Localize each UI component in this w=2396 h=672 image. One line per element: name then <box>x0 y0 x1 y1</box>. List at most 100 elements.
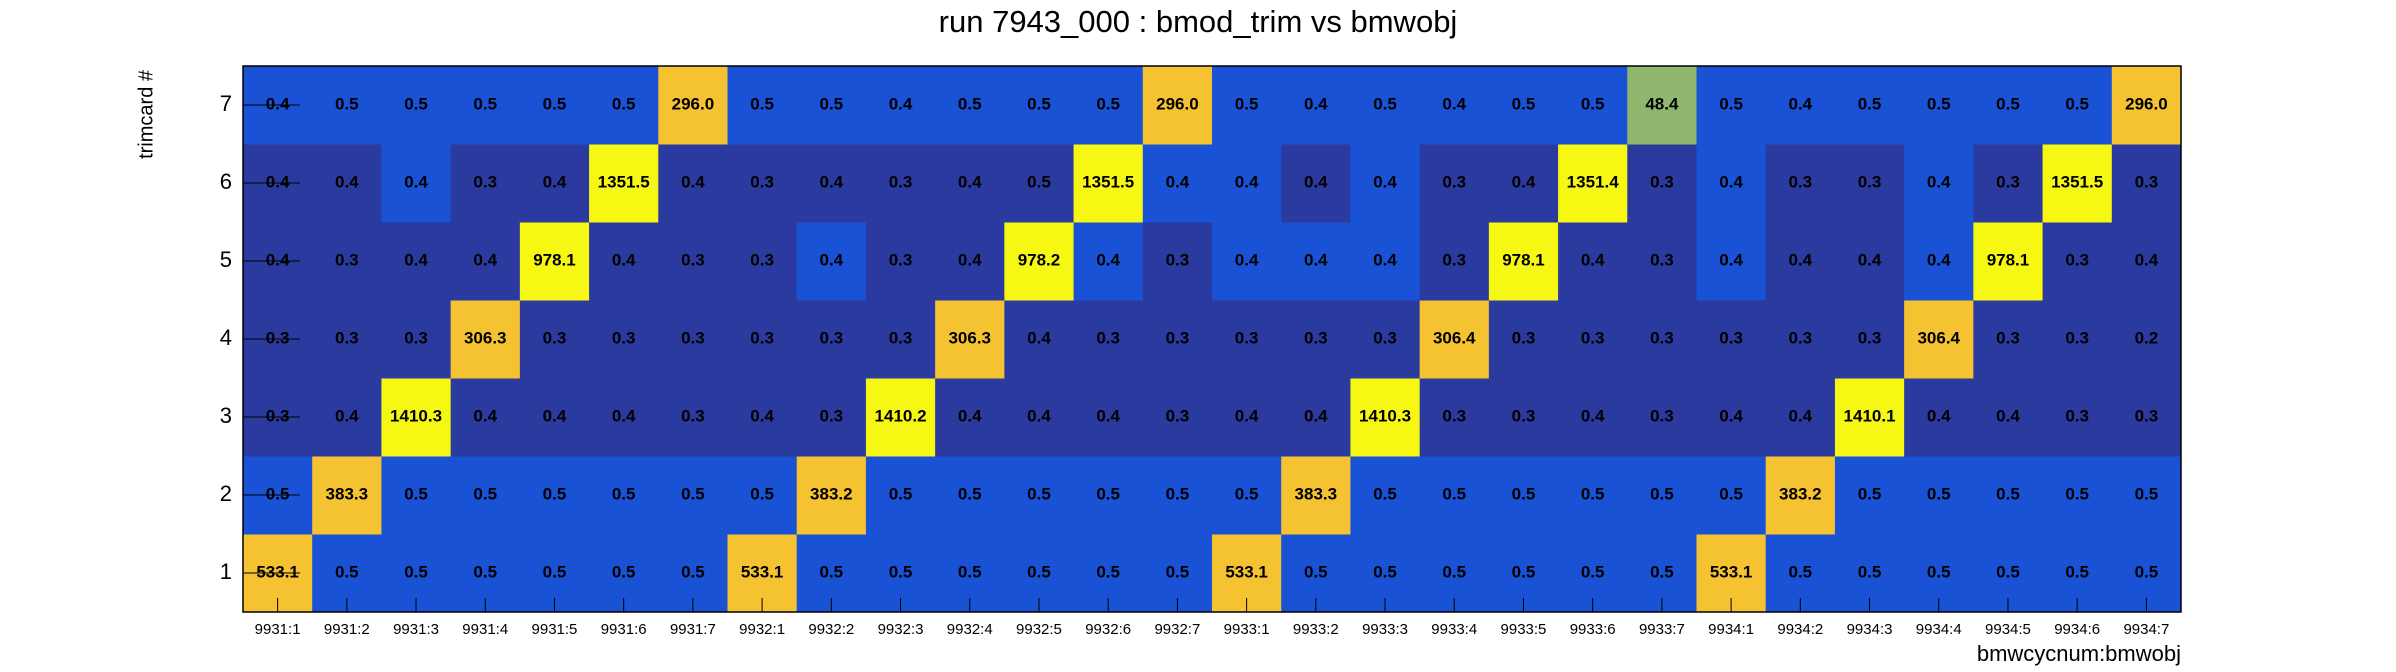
cell-label: 0.3 <box>1581 328 1605 347</box>
heatmap-cell <box>381 378 452 457</box>
cell-label: 0.5 <box>958 94 982 113</box>
cell-label: 533.1 <box>1225 562 1268 581</box>
heatmap-cell <box>1904 378 1974 457</box>
cell-label: 0.5 <box>2135 562 2159 581</box>
cell-label: 0.4 <box>820 250 844 269</box>
cell-label: 0.5 <box>473 94 497 113</box>
cell-label: 0.5 <box>473 484 497 503</box>
cell-label: 1351.5 <box>1082 172 1134 191</box>
heatmap-cell <box>381 222 452 301</box>
cell-label: 0.3 <box>1650 406 1674 425</box>
cell-label: 0.4 <box>473 406 497 425</box>
heatmap-cell <box>589 66 659 145</box>
cell-label: 0.3 <box>1373 328 1397 347</box>
cell-label: 0.4 <box>1304 94 1328 113</box>
heatmap-cell <box>796 144 867 223</box>
cell-label: 0.4 <box>1512 172 1536 191</box>
heatmap-cell <box>589 144 659 223</box>
cell-label: 0.4 <box>404 172 428 191</box>
cell-label: 0.4 <box>404 250 428 269</box>
heatmap-cell <box>658 456 728 535</box>
heatmap-cell <box>381 300 452 379</box>
heatmap-cell <box>1973 456 2044 535</box>
heatmap-cell <box>519 456 590 535</box>
heatmap-cell <box>1350 144 1421 223</box>
cell-label: 1351.4 <box>1567 172 1620 191</box>
heatmap-cell <box>935 222 1005 301</box>
cell-label: 0.3 <box>1996 328 2020 347</box>
cell-label: 0.5 <box>1927 484 1951 503</box>
cell-label: 0.4 <box>750 406 774 425</box>
heatmap-cell <box>2042 222 2113 301</box>
heatmap-cell <box>2042 66 2113 145</box>
cell-label: 0.4 <box>1442 94 1466 113</box>
cell-label: 0.5 <box>958 562 982 581</box>
y-tick-label: 4 <box>220 325 232 350</box>
heatmap-cell <box>1765 66 1836 145</box>
cell-label: 0.5 <box>1996 484 2020 503</box>
heatmap-cell <box>727 378 798 457</box>
cell-label: 0.5 <box>1027 562 1051 581</box>
cell-label: 306.3 <box>948 328 991 347</box>
cell-label: 0.4 <box>1858 250 1882 269</box>
heatmap-cell <box>1627 378 1697 457</box>
heatmap-cell <box>1696 300 1767 379</box>
cell-label: 0.5 <box>1581 484 1605 503</box>
cell-label: 0.4 <box>335 406 359 425</box>
heatmap-cell <box>312 300 382 379</box>
x-tick-label: 9931:5 <box>532 621 578 638</box>
cell-label: 0.5 <box>681 562 705 581</box>
cell-label: 0.4 <box>1789 406 1813 425</box>
heatmap-cell <box>450 456 521 535</box>
cell-label: 0.5 <box>1442 562 1466 581</box>
cell-label: 0.5 <box>958 484 982 503</box>
cell-label: 0.3 <box>681 250 705 269</box>
cell-label: 0.4 <box>1719 406 1743 425</box>
cell-label: 0.3 <box>612 328 636 347</box>
cell-label: 0.4 <box>1996 406 2020 425</box>
cell-label: 0.5 <box>1789 562 1813 581</box>
heatmap-cell <box>1212 66 1282 145</box>
heatmap-cell <box>1973 144 2044 223</box>
heatmap-cell <box>1419 222 1490 301</box>
heatmap-cell <box>1281 144 1351 223</box>
heatmap-cell <box>1004 222 1075 301</box>
heatmap-cell <box>1281 456 1351 535</box>
cell-label: 0.5 <box>2065 484 2089 503</box>
heatmap-cell <box>1558 378 1628 457</box>
heatmap-cell <box>865 378 936 457</box>
cell-label: 0.5 <box>543 484 567 503</box>
cell-label: 0.3 <box>820 406 844 425</box>
y-tick-label: 7 <box>220 91 232 116</box>
cell-label: 0.5 <box>1027 484 1051 503</box>
x-tick-label: 9934:7 <box>2123 621 2169 638</box>
heatmap-cell <box>1004 144 1075 223</box>
heatmap-cell <box>1558 222 1628 301</box>
heatmap-cell <box>1350 378 1421 457</box>
heatmap-cell <box>935 144 1005 223</box>
cell-label: 0.3 <box>1650 250 1674 269</box>
heatmap-cell <box>935 456 1005 535</box>
cell-label: 296.0 <box>1156 94 1199 113</box>
cell-label: 0.3 <box>1858 172 1882 191</box>
heatmap-cell <box>796 66 867 145</box>
cell-label: 0.3 <box>1442 172 1466 191</box>
heatmap-cell <box>1212 144 1282 223</box>
heatmap-cell <box>1558 144 1628 223</box>
cell-label: 0.5 <box>1373 484 1397 503</box>
heatmap-cell <box>1488 66 1559 145</box>
heatmap-cell <box>727 300 798 379</box>
cell-label: 0.3 <box>681 328 705 347</box>
cell-label: 0.5 <box>473 562 497 581</box>
heatmap-cell <box>1765 456 1836 535</box>
heatmap-cell <box>1627 456 1697 535</box>
cell-label: 0.5 <box>1235 94 1259 113</box>
x-tick-label: 9934:1 <box>1708 621 1754 638</box>
heatmap-cell <box>519 144 590 223</box>
cell-label: 0.4 <box>335 172 359 191</box>
cell-label: 1410.1 <box>1844 406 1896 425</box>
heatmap-cell <box>1558 66 1628 145</box>
heatmap-cell <box>312 222 382 301</box>
cell-label: 0.3 <box>750 172 774 191</box>
x-tick-label: 9933:2 <box>1293 621 1339 638</box>
